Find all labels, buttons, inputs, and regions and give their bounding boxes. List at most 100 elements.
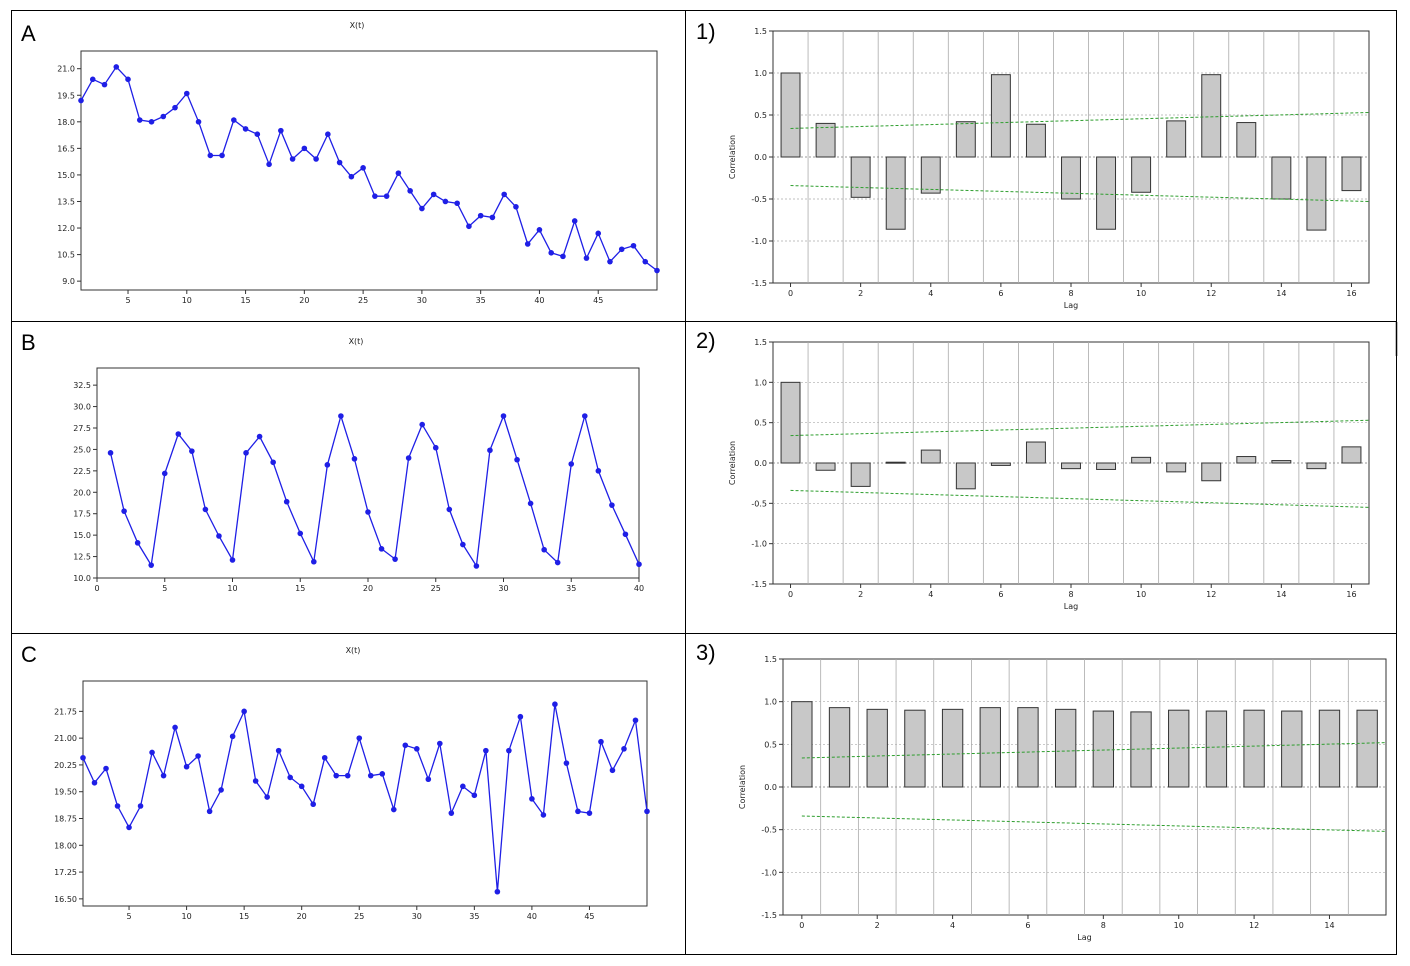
acf-bar: [1318, 709, 1341, 788]
y-tick-label: -0.5: [761, 826, 777, 835]
acf-bar: [1131, 156, 1152, 193]
data-point: [607, 258, 613, 265]
acf-bar: [1061, 462, 1081, 470]
data-point: [103, 765, 109, 772]
x-tick-label: 12: [1206, 590, 1216, 599]
x-tick-label: 14: [1276, 590, 1286, 599]
y-tick-label: 32.5: [73, 381, 91, 390]
acf-bar: [1271, 460, 1292, 464]
data-point: [298, 783, 305, 790]
data-point: [501, 191, 507, 198]
y-tick-label: 20.0: [73, 488, 91, 497]
y-tick-label: 18.0: [57, 118, 75, 127]
chart-3: -1.5 -1.0 -0.5 0.0 0.5 1.0 1.5 0 2 4 6 8 10 12 14 Lag Co…: [738, 655, 1387, 942]
chart-1: -1.5 -1.0 -0.5 0.0 0.5 1.0 1.5 0 2 4 6 8 10 12 14 16 Lag…: [728, 27, 1370, 310]
y-tick-label: 27.5: [73, 424, 91, 433]
chart-title: X(t): [346, 646, 361, 655]
data-point: [552, 701, 558, 708]
y-tick-label: 18.75: [54, 815, 77, 824]
x-tick-label: 15: [240, 296, 250, 305]
panel-c: C X(t) 16.50 17.25 18.00 18.75 19.50 20.25 21.0…: [12, 634, 685, 954]
acf-bar: [979, 707, 1001, 788]
y-axis-title: Correlation: [728, 441, 737, 485]
x-tick-label: 5: [125, 296, 130, 305]
data-point: [365, 509, 371, 515]
acf-bar: [990, 74, 1011, 158]
data-point: [137, 803, 144, 809]
acf-bar: [850, 462, 871, 487]
data-point: [229, 733, 236, 740]
acf-bar: [904, 709, 926, 788]
data-point: [554, 559, 561, 566]
data-point: [266, 161, 272, 168]
x-tick-label: 45: [593, 296, 603, 305]
x-tick-label: 20: [299, 296, 309, 305]
data-point: [283, 498, 290, 505]
y-tick-label: -1.0: [751, 237, 767, 246]
acf-bar: [1271, 156, 1292, 200]
data-point: [513, 203, 519, 210]
data-point: [216, 533, 222, 539]
data-point: [189, 448, 195, 454]
acf-bar: [866, 708, 888, 788]
data-point: [568, 461, 575, 467]
x-axis-title: Lag: [1077, 933, 1091, 942]
data-point: [172, 724, 178, 731]
data-point: [107, 450, 114, 456]
data-point: [466, 223, 472, 230]
data-point: [321, 754, 328, 761]
data-point: [134, 540, 141, 546]
data-point: [430, 191, 437, 198]
data-point: [183, 763, 190, 770]
data-point: [91, 779, 98, 786]
confidence-band-upper: [790, 111, 1370, 129]
x-tick-label: 12: [1249, 921, 1259, 930]
data-point: [80, 754, 86, 761]
x-tick-label: 30: [412, 912, 422, 921]
data-point: [487, 447, 493, 454]
y-tick-label: -0.5: [751, 499, 767, 508]
data-point: [621, 746, 627, 752]
acf-bar: [920, 449, 941, 464]
acf-bar: [815, 122, 836, 158]
acf-bar: [990, 462, 1011, 466]
data-point: [582, 413, 588, 419]
y-tick-label: 9.0: [62, 277, 75, 286]
data-point: [644, 808, 650, 815]
y-tick-label: 0.5: [754, 111, 767, 120]
panel-1: 1) -1.5 -1.0 -0.5 0.0 0.5 1.0 1.5 0 2 4 6 8 10 12 14 16…: [686, 11, 1396, 321]
data-point: [483, 747, 489, 754]
plot-frame: [80, 50, 658, 291]
x-tick-label: 40: [634, 584, 644, 593]
x-tick-label: 14: [1276, 289, 1286, 298]
data-point: [160, 113, 167, 120]
data-point: [344, 772, 351, 779]
acf-bar: [1096, 156, 1117, 230]
plot-frame: [96, 367, 640, 579]
data-point: [560, 253, 566, 260]
data-point: [477, 212, 484, 219]
data-point: [383, 193, 390, 199]
chart-title: X(t): [349, 337, 364, 346]
x-tick-label: 40: [527, 912, 537, 921]
x-axis-title: Lag: [1064, 602, 1078, 611]
x-tick-label: 2: [858, 590, 863, 599]
data-point: [378, 546, 385, 552]
x-tick-label: 6: [1025, 921, 1030, 930]
data-point: [278, 127, 284, 134]
y-tick-label: -1.5: [751, 279, 767, 288]
x-axis-title: Lag: [1064, 301, 1078, 310]
series-line: [109, 413, 640, 568]
data-point: [524, 241, 531, 247]
y-tick-label: -1.5: [751, 580, 767, 589]
acf-bar: [1201, 462, 1222, 482]
x-tick-label: 6: [998, 289, 1003, 298]
confidence-band-lower: [790, 489, 1370, 508]
acf-bar: [1025, 441, 1046, 464]
data-point: [148, 119, 155, 125]
x-tick-label: 8: [1068, 289, 1073, 298]
data-point: [264, 794, 270, 800]
data-point: [219, 152, 225, 159]
panel-2: 2) -1.5 -1.0 -0.5 0.0 0.5 1.0 1.5 0 2 4 6 8 10 12 14 16…: [686, 322, 1396, 633]
